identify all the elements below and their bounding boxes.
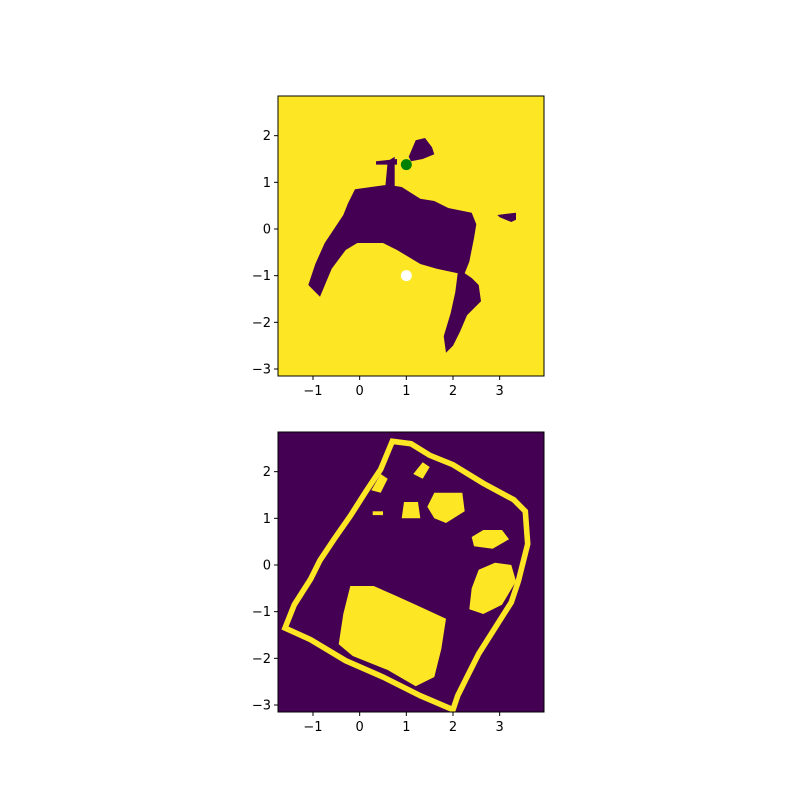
bottom-xtick-label-1: 0 [356,720,364,735]
top-plot-area [278,96,544,376]
bottom-region-7 [371,474,388,493]
bottom-xtick-label-0: −1 [303,720,322,735]
bottom-plot-area [278,432,544,712]
top-ytick-label-3: 0 [263,223,271,238]
bottom-region-1 [469,562,516,614]
top-region-0 [308,184,481,353]
bottom-ytick-label-5: 2 [263,465,271,480]
top-xtick-label-2: 1 [402,384,410,399]
top-axes-frame [277,95,545,377]
bottom-region-6 [413,462,430,479]
top-xtick-label-1: 0 [356,384,364,399]
top-marker-0 [400,270,412,282]
bottom-xtick-label-3: 2 [449,720,457,735]
heatmap-panel-top: −1 0 1 2 3 −3 −2 −1 0 1 2 [252,95,545,399]
top-xtick-label-4: 3 [496,384,504,399]
bottom-ytick-label-4: 1 [263,512,271,527]
bottom-wall-outline [281,438,531,712]
bottom-axes-frame [277,431,545,713]
heatmap-panel-bottom: −1 0 1 2 3 −3 −2 −1 0 1 2 [252,431,545,735]
top-marker-1 [400,159,412,171]
top-ytick-label-1: −2 [252,316,271,331]
bottom-region-4 [401,502,421,519]
top-ytick-label-4: 1 [263,176,271,191]
bottom-region-5 [372,511,383,516]
bottom-region-2 [471,530,509,549]
top-ytick-label-0: −3 [252,363,271,378]
bottom-ytick-label-0: −3 [252,699,271,714]
top-xtick-label-3: 2 [449,384,457,399]
bottom-ytick-label-2: −1 [252,605,271,620]
top-ytick-label-5: 2 [263,129,271,144]
top-ytick-label-2: −1 [252,269,271,284]
bottom-xtick-label-4: 3 [496,720,504,735]
top-region-4 [497,212,516,222]
top-region-3 [408,138,435,162]
bottom-ytick-label-1: −2 [252,652,271,667]
top-xtick-label-0: −1 [303,384,322,399]
bottom-xtick-label-2: 1 [402,720,410,735]
top-region-2 [376,159,397,165]
bottom-region-0 [338,586,446,687]
bottom-region-3 [427,492,465,523]
bottom-ytick-label-3: 0 [263,559,271,574]
